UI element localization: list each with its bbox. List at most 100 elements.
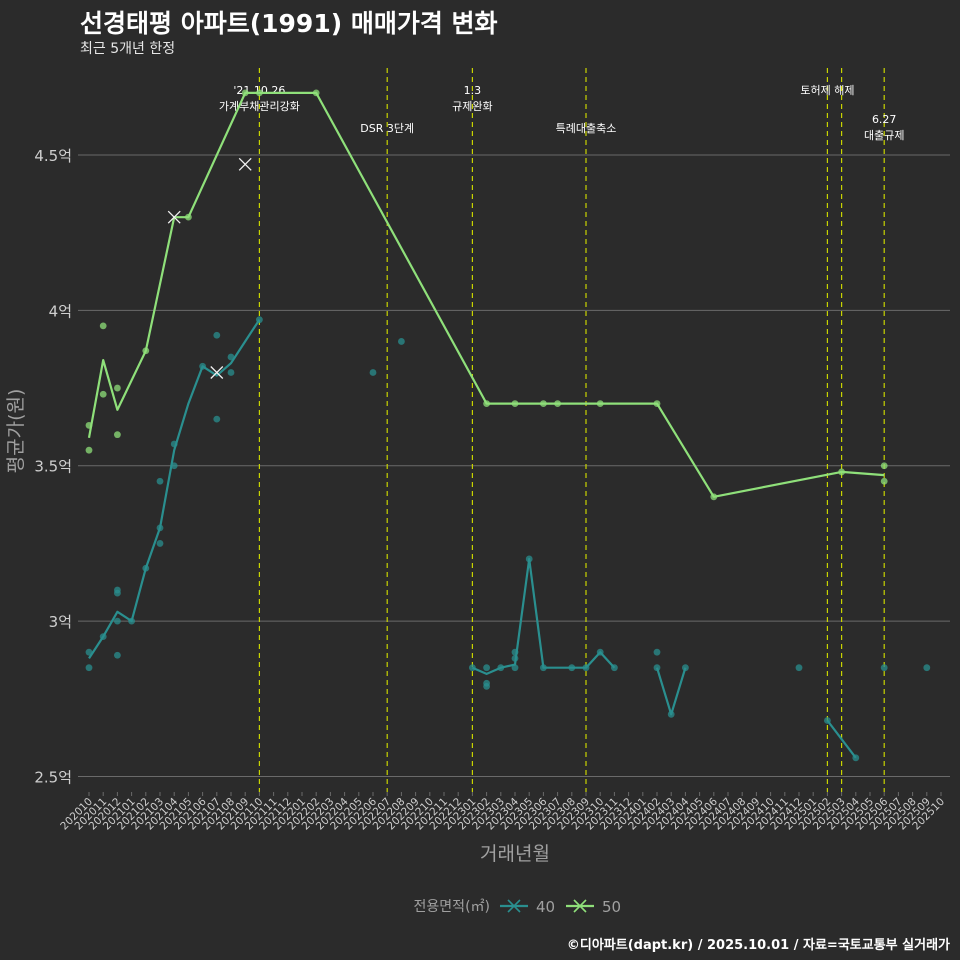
series-50-line — [87, 91, 885, 498]
series-40-point — [227, 353, 235, 361]
series-50-point — [312, 89, 320, 97]
series-40-point — [880, 664, 888, 672]
event-label: 6.27 — [872, 113, 897, 126]
series-40-point — [213, 415, 221, 423]
y-tick-label: 4.5억 — [34, 147, 72, 165]
legend-marker-40 — [507, 899, 521, 913]
y-tick-label: 2.5억 — [34, 768, 72, 786]
series-40-point — [682, 664, 689, 672]
chart-title: 선경태평 아파트(1991) 매매가격 변화 — [80, 9, 498, 38]
series-50-cross-marker — [238, 157, 252, 171]
series-50-point — [99, 322, 107, 330]
y-axis: 2.5억 3억 3.5억 4억 4.5억 — [34, 147, 72, 786]
series-40-point — [142, 564, 150, 572]
series-50-cross-marker — [167, 210, 181, 224]
series-50-point — [710, 493, 718, 501]
series-50-point — [596, 400, 604, 407]
legend-label-50: 50 — [602, 898, 621, 916]
series-50-point — [838, 468, 845, 476]
y-tick-label: 3억 — [49, 613, 72, 631]
series-40-point — [398, 338, 405, 345]
series-40-point — [199, 362, 207, 370]
legend-title: 전용면적(㎡) — [414, 899, 490, 915]
series-40-point — [525, 555, 533, 563]
series-40-point — [256, 316, 263, 324]
series-40-point — [85, 648, 93, 656]
series-40-point — [568, 664, 576, 672]
legend: 전용면적(㎡) 40 50 — [414, 898, 622, 916]
series-40-point — [653, 648, 661, 656]
series-40-line — [88, 319, 261, 660]
series-40-point — [824, 717, 831, 724]
x-axis-title: 거래년월 — [480, 843, 550, 865]
event-label: 1.3 — [464, 84, 482, 97]
series-40-point — [227, 369, 235, 376]
series-50-point — [653, 400, 661, 407]
event-label: DSR 3단계 — [360, 122, 414, 135]
series-40-point — [114, 589, 121, 597]
series-50-point — [114, 431, 121, 439]
event-label: 가계부채관리강화 — [219, 100, 300, 113]
series-40-point — [511, 648, 519, 656]
series-40-point — [170, 440, 178, 448]
series-50-point — [256, 89, 263, 97]
series-40-point — [99, 633, 107, 641]
series-40-point — [469, 664, 476, 672]
event-layer: '21.10.26가계부채관리강화DSR 3단계1.3규제완화특례대출축소토허제… — [219, 68, 904, 792]
series-50-point — [99, 390, 107, 398]
series-40-point — [511, 654, 519, 662]
series-40-point — [156, 524, 164, 532]
series-40-point — [653, 664, 661, 672]
series-50-point — [241, 89, 249, 97]
series-50-point — [85, 446, 93, 454]
series-40-point — [156, 540, 164, 547]
series-50-point — [85, 421, 93, 429]
series-40-point — [114, 617, 121, 625]
series-50-point — [880, 462, 888, 470]
series-40-point — [369, 369, 377, 376]
series-40-point — [795, 664, 803, 672]
series-40-point — [114, 651, 121, 659]
series-40-point — [213, 331, 221, 339]
series-40-point — [170, 462, 178, 470]
series-40-point — [483, 682, 490, 690]
series-50-point — [185, 213, 192, 221]
series-40-point — [511, 664, 519, 672]
series-40-point — [128, 617, 136, 625]
series-40-point — [667, 710, 675, 718]
event-label: 토허제 해제 — [800, 83, 854, 97]
legend-label-40: 40 — [536, 898, 555, 916]
event-label: 특례대출축소 — [556, 122, 617, 135]
y-tick-label: 3.5억 — [34, 458, 72, 476]
price-chart: '21.10.26가계부채관리강화DSR 3단계1.3규제완화특례대출축소토허제… — [5, 68, 950, 916]
event-label: 규제완화 — [452, 100, 492, 113]
series-40-point — [85, 664, 93, 672]
series-50-point — [142, 347, 150, 355]
series-40-line — [826, 719, 857, 759]
series-40-point — [923, 664, 931, 672]
y-tick-label: 4억 — [49, 302, 72, 320]
series-50-point — [114, 384, 121, 392]
legend-marker-50 — [573, 899, 587, 913]
series-40-cross-marker — [210, 366, 224, 379]
series-layer — [85, 89, 931, 762]
source-caption: ©디아파트(dapt.kr) / 2025.10.01 / 자료=국토교통부 실… — [566, 938, 950, 953]
series-40-point — [611, 664, 618, 672]
series-40-point — [156, 477, 164, 485]
series-50-point — [554, 400, 561, 407]
series-40-line — [655, 667, 687, 716]
series-40-point — [852, 754, 860, 762]
series-50-point — [511, 400, 519, 407]
series-40-point — [582, 664, 590, 672]
series-50-point — [540, 400, 547, 407]
series-40-line — [471, 557, 616, 675]
x-axis: 2020102020112020122021012021022021032021… — [58, 792, 947, 832]
series-50-point — [880, 477, 888, 485]
y-axis-title: 평균가(원) — [5, 389, 27, 474]
series-50-point — [483, 400, 490, 407]
series-40-point — [483, 664, 490, 672]
chart-subtitle: 최근 5개년 한정 — [80, 41, 176, 57]
series-40-point — [596, 648, 604, 656]
series-40-point — [540, 664, 547, 672]
series-40-point — [497, 664, 505, 672]
